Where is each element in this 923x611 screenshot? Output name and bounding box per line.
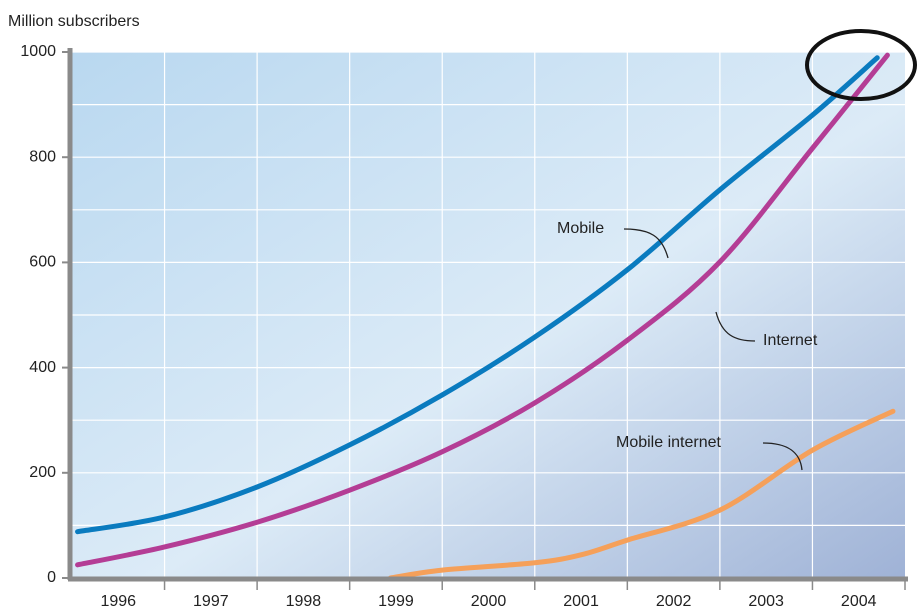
x-tick-label: 1998 (286, 593, 322, 610)
chart-title: Million subscribers (8, 13, 140, 30)
highlight-circle (805, 29, 917, 101)
y-tick-label: 1000 (20, 43, 56, 60)
annotation: Mobile (557, 220, 604, 237)
x-tick-label: 2002 (656, 593, 692, 610)
leader (762, 442, 803, 471)
x-tick-label: 1999 (378, 593, 414, 610)
y-tick-label: 200 (29, 464, 56, 481)
series-line (387, 408, 896, 581)
lines (75, 52, 896, 581)
leader (715, 311, 756, 342)
x-tick-label: 2003 (748, 593, 784, 610)
leader (623, 228, 669, 259)
x-tick-label: 2001 (563, 593, 599, 610)
x-tick-label: 2004 (841, 593, 877, 610)
annotation: Internet (763, 332, 818, 349)
x-tick-label: 1996 (100, 593, 136, 610)
grid (72, 51, 905, 579)
series-line (75, 52, 890, 568)
y-tick-label: 800 (29, 148, 56, 165)
y-tick-label: 400 (29, 359, 56, 376)
annotation: Mobile internet (616, 434, 722, 451)
y-tick-label: 0 (47, 569, 56, 586)
series-line (75, 55, 880, 535)
x-tick-label: 2000 (471, 593, 507, 610)
x-tick-label: 1997 (193, 593, 229, 610)
y-tick-label: 600 (29, 254, 56, 271)
